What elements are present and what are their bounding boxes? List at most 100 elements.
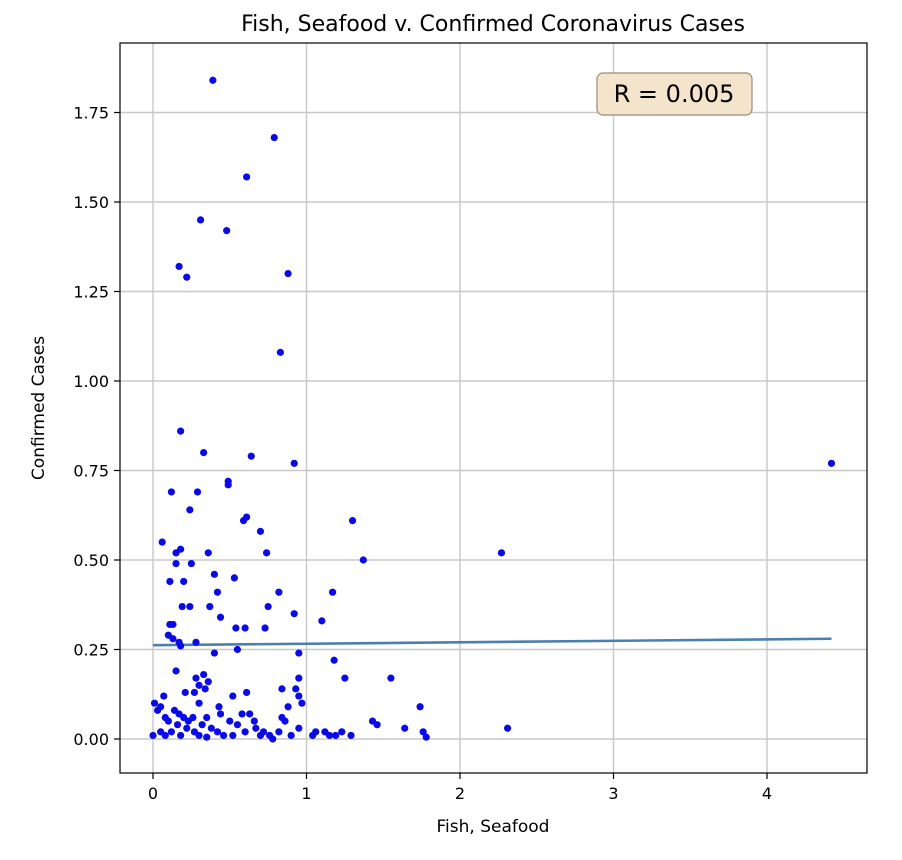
data-point [192, 638, 200, 646]
data-point [204, 549, 212, 557]
data-point [181, 688, 189, 697]
data-point [422, 733, 430, 741]
data-point [241, 728, 249, 736]
data-point [246, 710, 254, 718]
data-point [183, 273, 191, 281]
data-point [229, 692, 237, 700]
data-point [204, 678, 212, 686]
data-point [338, 728, 346, 736]
data-point [290, 610, 298, 618]
data-point [387, 674, 395, 682]
data-point [177, 427, 185, 435]
data-point [295, 724, 303, 732]
data-point [347, 731, 355, 740]
data-point [213, 588, 222, 596]
data-point [210, 570, 218, 578]
data-point [239, 517, 248, 525]
data-point [175, 262, 183, 271]
data-point [216, 613, 225, 621]
data-point [275, 728, 283, 736]
data-point [203, 733, 211, 741]
data-point [503, 724, 512, 732]
data-point [210, 649, 218, 657]
data-point [198, 721, 206, 729]
data-point [284, 270, 292, 278]
data-point [269, 735, 277, 743]
data-point [359, 556, 367, 564]
data-point [328, 588, 337, 596]
data-point [261, 624, 269, 632]
data-point [292, 685, 300, 693]
data-point [177, 642, 185, 650]
data-point [186, 506, 194, 514]
y-axis-label: Confirmed Cases [29, 336, 49, 480]
data-point [230, 574, 238, 582]
data-point [276, 348, 285, 356]
data-point [160, 692, 168, 700]
data-point [166, 577, 174, 586]
data-point [216, 710, 225, 718]
data-point [195, 681, 203, 689]
data-point [184, 717, 192, 725]
data-point [348, 517, 357, 525]
data-point [256, 731, 265, 740]
data-point [195, 699, 203, 707]
grid [120, 43, 867, 773]
data-point [193, 488, 202, 496]
chart-title: Fish, Seafood v. Confirmed Coronavirus C… [241, 12, 745, 37]
data-point [173, 721, 182, 729]
data-point [167, 728, 176, 736]
data-point [195, 731, 203, 740]
data-point [223, 227, 231, 235]
data-point [373, 721, 381, 729]
data-point [187, 559, 195, 568]
annotation-background [596, 72, 753, 116]
data-point [200, 449, 208, 457]
y-tick-label: 0.25 [73, 641, 109, 660]
data-point [169, 635, 177, 643]
data-point [295, 649, 303, 657]
y-tick-label: 1.00 [73, 372, 109, 391]
data-point [241, 624, 249, 632]
data-point [161, 731, 169, 740]
x-tick-label: 4 [762, 784, 772, 803]
data-point [196, 216, 205, 224]
data-point [497, 549, 506, 557]
data-point [154, 706, 162, 714]
data-point [149, 731, 157, 740]
data-point [325, 731, 334, 740]
data-point [416, 703, 424, 711]
data-point [278, 685, 286, 693]
annotation-box: R = 0.005 [596, 72, 753, 116]
data-point [172, 549, 180, 557]
data-point [172, 667, 180, 675]
data-point [220, 731, 228, 740]
data-point [401, 724, 409, 732]
data-point [264, 602, 272, 611]
data-point [295, 692, 303, 700]
x-axis-label: Fish, Seafood [437, 817, 550, 837]
data-point [419, 728, 427, 736]
data-point [318, 617, 326, 625]
points-group [149, 76, 836, 743]
data-point [250, 717, 258, 725]
data-point [180, 577, 188, 586]
data-point [158, 538, 166, 546]
data-point [172, 559, 180, 568]
data-point [295, 674, 303, 682]
data-point [177, 731, 185, 740]
data-point [252, 724, 260, 732]
data-point [229, 731, 237, 740]
data-point [178, 602, 186, 611]
x-tick-label: 1 [301, 784, 311, 803]
data-point [183, 724, 191, 732]
data-point [341, 674, 349, 682]
data-point [207, 724, 215, 732]
y-tick-label: 1.75 [73, 104, 109, 123]
data-point [270, 133, 278, 142]
data-point [186, 602, 194, 611]
data-point [256, 527, 265, 535]
y-tick-label: 1.50 [73, 193, 109, 212]
data-point [238, 710, 246, 718]
